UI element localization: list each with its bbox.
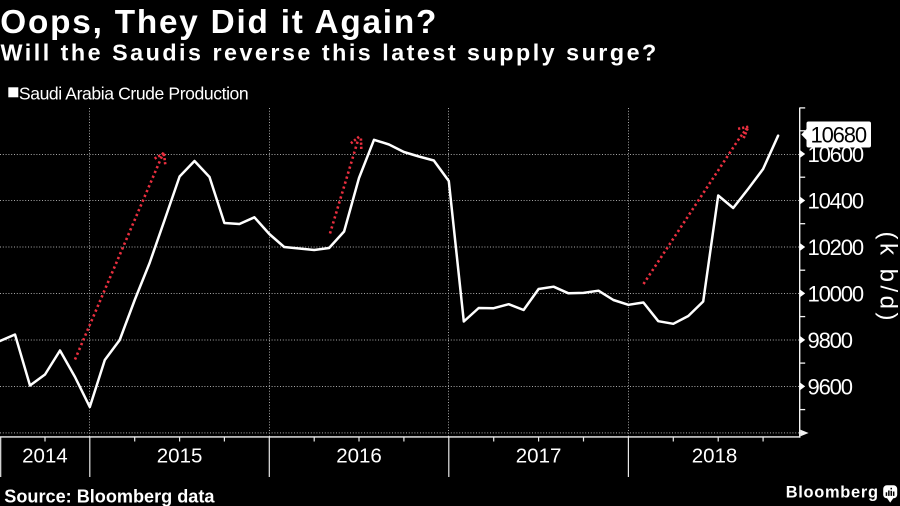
svg-text:Oops, They Did it Again?: Oops, They Did it Again?: [0, 4, 438, 41]
svg-text:2015: 2015: [157, 444, 203, 467]
svg-text:10000: 10000: [808, 281, 864, 306]
svg-text:9800: 9800: [808, 328, 853, 353]
svg-text:Saudi Arabia Crude Production: Saudi Arabia Crude Production: [19, 83, 248, 103]
svg-text:9600: 9600: [808, 374, 853, 399]
svg-text:Source: Bloomberg data: Source: Bloomberg data: [4, 487, 215, 506]
svg-text:2014: 2014: [22, 444, 68, 467]
svg-text:10680: 10680: [811, 122, 867, 147]
svg-text:(k b/d): (k b/d): [875, 232, 900, 325]
svg-text:Bloomberg: Bloomberg: [786, 483, 879, 501]
svg-text:10200: 10200: [808, 235, 864, 260]
svg-text:10400: 10400: [808, 188, 864, 213]
svg-text:2017: 2017: [516, 444, 562, 467]
svg-text:Will the Saudis reverse this l: Will the Saudis reverse this latest supp…: [1, 39, 659, 65]
svg-text:2018: 2018: [692, 444, 738, 467]
svg-text:2016: 2016: [336, 444, 382, 467]
